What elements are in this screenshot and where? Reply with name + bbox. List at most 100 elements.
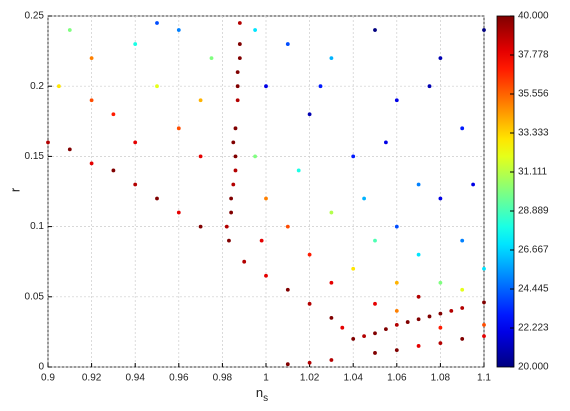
- point: [329, 56, 334, 61]
- point: [307, 301, 312, 306]
- point: [482, 322, 486, 327]
- point: [438, 341, 443, 346]
- point: [227, 238, 231, 243]
- colorbar-tick-label: 33.333: [518, 128, 549, 139]
- point: [416, 294, 421, 299]
- y-tick-label: 0.2: [30, 81, 44, 92]
- point: [198, 154, 203, 159]
- point: [155, 84, 159, 89]
- colorbar-tick-label: 26.667: [518, 245, 549, 256]
- point: [155, 196, 159, 201]
- point: [307, 112, 312, 117]
- colorbar-tick-label: 35.556: [518, 89, 549, 100]
- point: [133, 42, 138, 46]
- point: [111, 168, 116, 173]
- x-tick-label: 0.92: [82, 373, 102, 384]
- point: [285, 362, 290, 367]
- x-tick-label: 0.98: [213, 373, 233, 384]
- point: [394, 308, 399, 313]
- point: [482, 334, 486, 339]
- x-tick-label: 1.08: [431, 373, 451, 384]
- point: [438, 56, 443, 61]
- x-tick-label: 1.02: [300, 373, 320, 384]
- y-axis-label: r: [7, 187, 22, 192]
- point: [224, 224, 229, 229]
- point: [340, 325, 345, 330]
- point: [235, 84, 240, 89]
- point: [416, 317, 421, 322]
- point: [237, 21, 242, 25]
- point: [460, 287, 465, 292]
- point: [416, 344, 421, 348]
- x-tick-label: 1.06: [387, 373, 407, 384]
- point: [351, 266, 356, 271]
- point: [296, 168, 301, 173]
- point: [198, 98, 203, 103]
- y-tick-label: 0: [38, 362, 44, 373]
- y-tick-label: 0.15: [25, 151, 45, 162]
- point: [259, 238, 264, 243]
- point: [253, 28, 257, 32]
- point: [362, 334, 366, 339]
- point: [209, 56, 214, 61]
- point: [46, 140, 50, 145]
- colorbar: [496, 15, 515, 368]
- point: [482, 28, 486, 32]
- point: [384, 140, 388, 145]
- point: [351, 154, 356, 159]
- point: [427, 314, 432, 319]
- point: [233, 154, 238, 159]
- point: [111, 112, 116, 117]
- point: [231, 140, 236, 145]
- point: [438, 311, 443, 316]
- colorbar-tick-label: 20.000: [518, 362, 549, 373]
- point: [264, 84, 268, 89]
- colorbar-tick-label: 22.223: [518, 323, 549, 334]
- point: [198, 224, 203, 229]
- point: [351, 337, 356, 341]
- point: [89, 98, 94, 103]
- point: [89, 161, 94, 166]
- colorbar-tick-label: 24.445: [518, 284, 549, 295]
- point: [471, 182, 475, 187]
- point: [285, 42, 290, 46]
- point: [307, 360, 312, 365]
- point: [133, 182, 138, 187]
- point: [449, 308, 454, 313]
- point: [67, 28, 72, 32]
- point: [329, 280, 334, 285]
- point: [416, 182, 421, 187]
- x-label-subscript: s: [263, 393, 268, 404]
- point: [460, 238, 465, 243]
- x-tick-label: 0.96: [169, 373, 189, 384]
- point: [405, 320, 410, 324]
- point: [438, 325, 443, 330]
- point: [329, 358, 334, 362]
- point: [155, 21, 159, 25]
- point: [89, 56, 94, 61]
- point: [237, 42, 242, 46]
- point: [384, 327, 388, 331]
- point: [176, 210, 181, 215]
- point: [416, 252, 421, 257]
- point: [460, 306, 465, 310]
- point: [362, 196, 366, 201]
- colorbar-tick-label: 40.000: [518, 11, 549, 22]
- x-tick-label: 1.1: [477, 373, 491, 384]
- point: [235, 70, 240, 75]
- point: [329, 210, 334, 215]
- x-axis-label: ns: [256, 385, 268, 403]
- colorbar-tick-label: 31.111: [518, 167, 548, 178]
- x-tick-label: 1: [263, 373, 269, 384]
- point: [233, 126, 238, 131]
- point: [231, 182, 236, 187]
- point: [235, 98, 240, 103]
- point: [264, 196, 268, 201]
- point: [427, 84, 432, 89]
- point: [373, 331, 377, 336]
- point: [285, 224, 290, 229]
- point: [373, 301, 377, 306]
- point: [394, 98, 399, 103]
- point: [394, 348, 399, 353]
- point: [438, 280, 443, 285]
